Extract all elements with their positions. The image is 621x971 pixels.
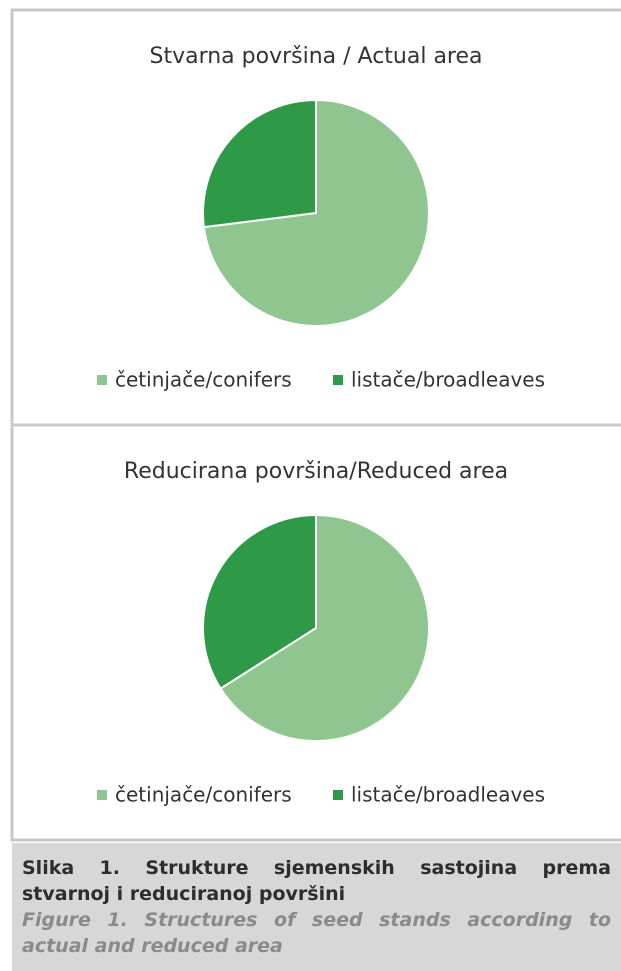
legend-label: listače/broadleaves [351, 783, 545, 807]
chart-title: Reducirana površina/Reduced area [124, 459, 508, 484]
legend-swatch [97, 375, 107, 385]
legend-swatch [333, 790, 343, 800]
legend-swatch [333, 375, 343, 385]
legend-swatch [97, 790, 107, 800]
legend-label: četinjače/conifers [115, 368, 292, 392]
legend-label: četinjače/conifers [115, 783, 292, 807]
legend-label: listače/broadleaves [351, 368, 545, 392]
caption-title: Slika 1. Strukture sjemenskih sastojina … [22, 857, 611, 905]
caption-subtitle: Figure 1. Structures of seed stands acco… [22, 909, 611, 957]
charts: Stvarna površina / Actual area četinjače/… [10, 8, 621, 842]
pie-slice [202, 98, 317, 229]
pie-slice [202, 513, 317, 690]
caption: Slika 1. Strukture sjemenskih sastojina … [12, 843, 621, 971]
chart-title: Stvarna površina / Actual area [149, 44, 482, 69]
pie-slice [219, 513, 430, 742]
